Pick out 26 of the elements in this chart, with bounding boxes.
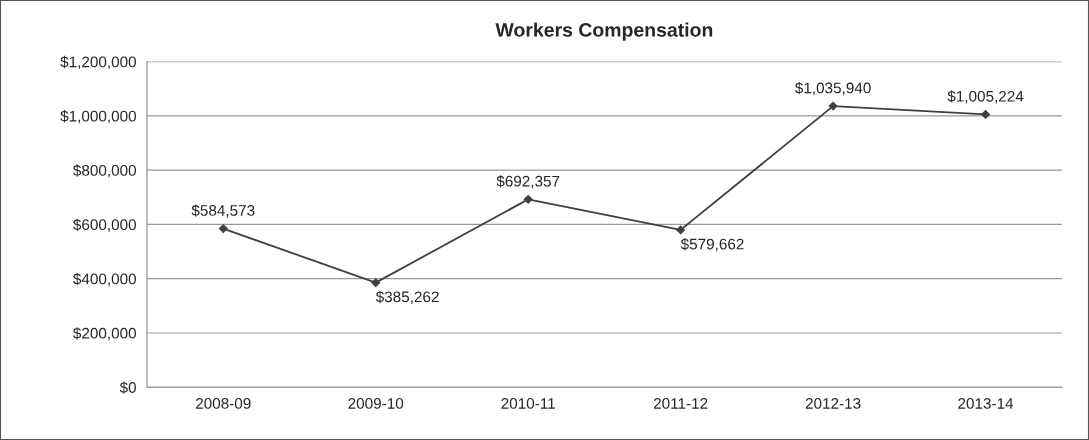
data-label: $579,662 [680, 238, 744, 252]
y-tick-label: $1,200,000 [60, 55, 137, 70]
data-label: $584,573 [191, 204, 255, 218]
chart-title: Workers Compensation [495, 22, 713, 41]
x-tick-label: 2010-11 [501, 398, 555, 409]
x-tick-label: 2009-10 [348, 398, 404, 409]
point [981, 110, 990, 119]
y-tick-label: $800,000 [73, 164, 137, 178]
y-tick-label: $200,000 [73, 327, 137, 341]
y-tick-label: $1,000,000 [60, 110, 137, 124]
point [218, 224, 228, 234]
point [371, 278, 381, 288]
data-label: $692,357 [496, 175, 560, 189]
point [523, 194, 533, 204]
y-tick-label: $0 [119, 381, 136, 394]
point [828, 101, 838, 111]
x-tick-label: 2011-12 [653, 398, 708, 409]
data-label: $1,005,224 [947, 90, 1024, 104]
x-tick-label: 2008-09 [195, 398, 251, 409]
y-tick-label: $600,000 [73, 218, 137, 232]
data-label: $1,035,940 [795, 81, 871, 96]
data-label: $385,262 [375, 290, 439, 305]
point [676, 225, 686, 235]
y-tick-label: $400,000 [73, 272, 137, 287]
x-tick-label: 2013-14 [958, 398, 1014, 409]
x-tick-label: 2012-13 [805, 398, 861, 409]
